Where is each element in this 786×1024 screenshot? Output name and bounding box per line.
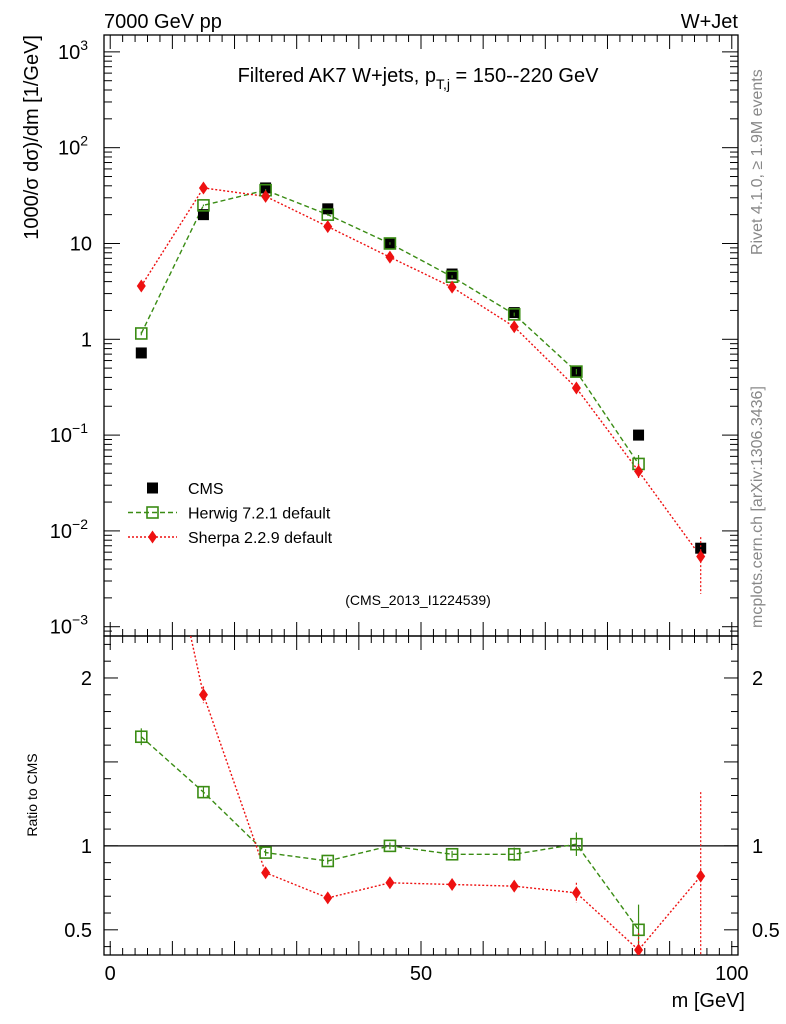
herwig-data-point	[197, 199, 210, 212]
cms-data-point	[197, 209, 209, 221]
x-axis-label: m [GeV]	[672, 990, 745, 1012]
sherpa-ratio-point	[323, 891, 333, 905]
sherpa-data-point	[634, 464, 644, 478]
sherpa-data-point	[136, 279, 146, 293]
sherpa-ratio-point	[261, 866, 271, 880]
sherpa-data-point	[447, 280, 457, 294]
ratio-y-tick-label-right: 0.5	[752, 920, 780, 942]
ratio-y-tick-label-left: 0.5	[64, 920, 92, 942]
herwig-data-point	[570, 365, 583, 378]
header-energy-label: 7000 GeV pp	[104, 11, 222, 33]
x-tick-label: 50	[410, 963, 432, 985]
sherpa-ratio-point	[509, 879, 519, 893]
ratio-tick-labels: 2 2 1 1 0.5 0.5 0 50 100	[64, 668, 780, 985]
sherpa-ratio-point	[696, 869, 706, 883]
legend-label: CMS	[188, 481, 224, 498]
ratio-series-line	[189, 636, 702, 951]
main-y-tick-label: 10−2	[50, 516, 88, 543]
plot-title: Filtered AK7 W+jets, pT,j = 150--220 GeV	[238, 65, 600, 92]
herwig-ratio-point	[445, 847, 459, 861]
herwig-ratio-point	[321, 854, 335, 868]
sherpa-ratio-point	[571, 886, 581, 900]
sherpa-ratio-point	[385, 876, 395, 890]
main-y-tick-label: 103	[58, 37, 88, 64]
legend-entry: Herwig 7.2.1 default	[128, 506, 331, 523]
sherpa-data-point	[385, 250, 395, 264]
x-tick-label: 100	[715, 963, 748, 985]
sherpa-ratio-point	[198, 688, 208, 702]
main-data-layer	[134, 181, 707, 594]
ratio-axis-ticks	[104, 636, 738, 955]
ratio-data-layer	[104, 403, 738, 955]
sherpa-data-point	[198, 181, 208, 195]
rivet-version-label: Rivet 4.1.0, ≥ 1.9M events	[749, 69, 766, 255]
mcplots-source-label: mcplots.cern.ch [arXiv:1306.3436]	[749, 386, 766, 628]
ratio-y-axis-label: Ratio to CMS	[24, 753, 40, 836]
ratio-y-tick-label-left: 1	[81, 836, 92, 858]
legend-marker	[147, 482, 158, 494]
herwig-ratio-point	[507, 847, 521, 861]
sherpa-data-point	[571, 381, 581, 395]
cms-data-point	[135, 347, 147, 359]
cms-data-point	[633, 429, 645, 441]
main-y-tick-label: 1	[81, 329, 92, 351]
herwig-data-point	[134, 327, 148, 340]
cms-data-point	[446, 268, 458, 280]
main-y-tick-label: 10	[70, 233, 92, 255]
sherpa-ratio-point	[447, 877, 457, 891]
legend-marker	[148, 530, 157, 544]
cms-data-point	[695, 542, 707, 554]
ratio-series-line	[140, 736, 640, 931]
herwig-ratio-point	[197, 785, 210, 799]
ratio-y-tick-label-left: 2	[81, 668, 92, 690]
legend-marker	[146, 506, 159, 519]
herwig-data-point	[507, 308, 521, 321]
ratio-y-tick-label-right: 1	[752, 836, 763, 858]
ratio-y-tick-label-right: 2	[752, 668, 763, 690]
sherpa-data-point	[509, 320, 519, 334]
main-y-tick-label: 102	[58, 133, 88, 160]
herwig-data-point	[445, 270, 459, 284]
legend-label: Herwig 7.2.1 default	[188, 506, 331, 523]
main-y-tick-label: 10−3	[50, 612, 88, 639]
herwig-ratio-point	[383, 839, 397, 853]
cms-data-point	[260, 182, 272, 194]
legend-entry: Sherpa 2.2.9 default	[128, 530, 333, 547]
herwig-data-point	[383, 237, 397, 250]
main-axis-ticks	[104, 35, 738, 637]
main-series-line	[140, 189, 640, 465]
ratio-panel: 2 2 1 1 0.5 0.5 0 50 100 Ratio to CMS m [GeV]	[24, 403, 780, 1012]
herwig-ratio-point	[632, 923, 645, 937]
legend: CMS Herwig 7.2.1 default Sherpa 2.2.9 defa…	[128, 481, 333, 547]
herwig-data-point	[321, 208, 335, 221]
legend-label: Sherpa 2.2.9 default	[188, 530, 333, 547]
sherpa-ratio-point	[634, 943, 644, 955]
header-process-label: W+Jet	[681, 11, 739, 33]
analysis-id-label: (CMS_2013_I1224539)	[345, 592, 491, 608]
sherpa-data-point	[261, 189, 271, 203]
x-tick-label: 0	[105, 963, 116, 985]
herwig-ratio-point	[134, 730, 148, 744]
herwig-ratio-point	[259, 846, 272, 859]
sherpa-data-point	[323, 220, 333, 234]
sherpa-ratio-point	[137, 403, 146, 416]
legend-entry: CMS	[147, 481, 224, 498]
main-y-axis-label: 1000/σ dσ)/dm [1/GeV]	[21, 35, 43, 240]
sherpa-data-point	[696, 550, 706, 564]
main-y-tick-label: 10−1	[50, 420, 88, 447]
herwig-ratio-point	[570, 837, 583, 851]
main-series-line	[140, 187, 702, 557]
